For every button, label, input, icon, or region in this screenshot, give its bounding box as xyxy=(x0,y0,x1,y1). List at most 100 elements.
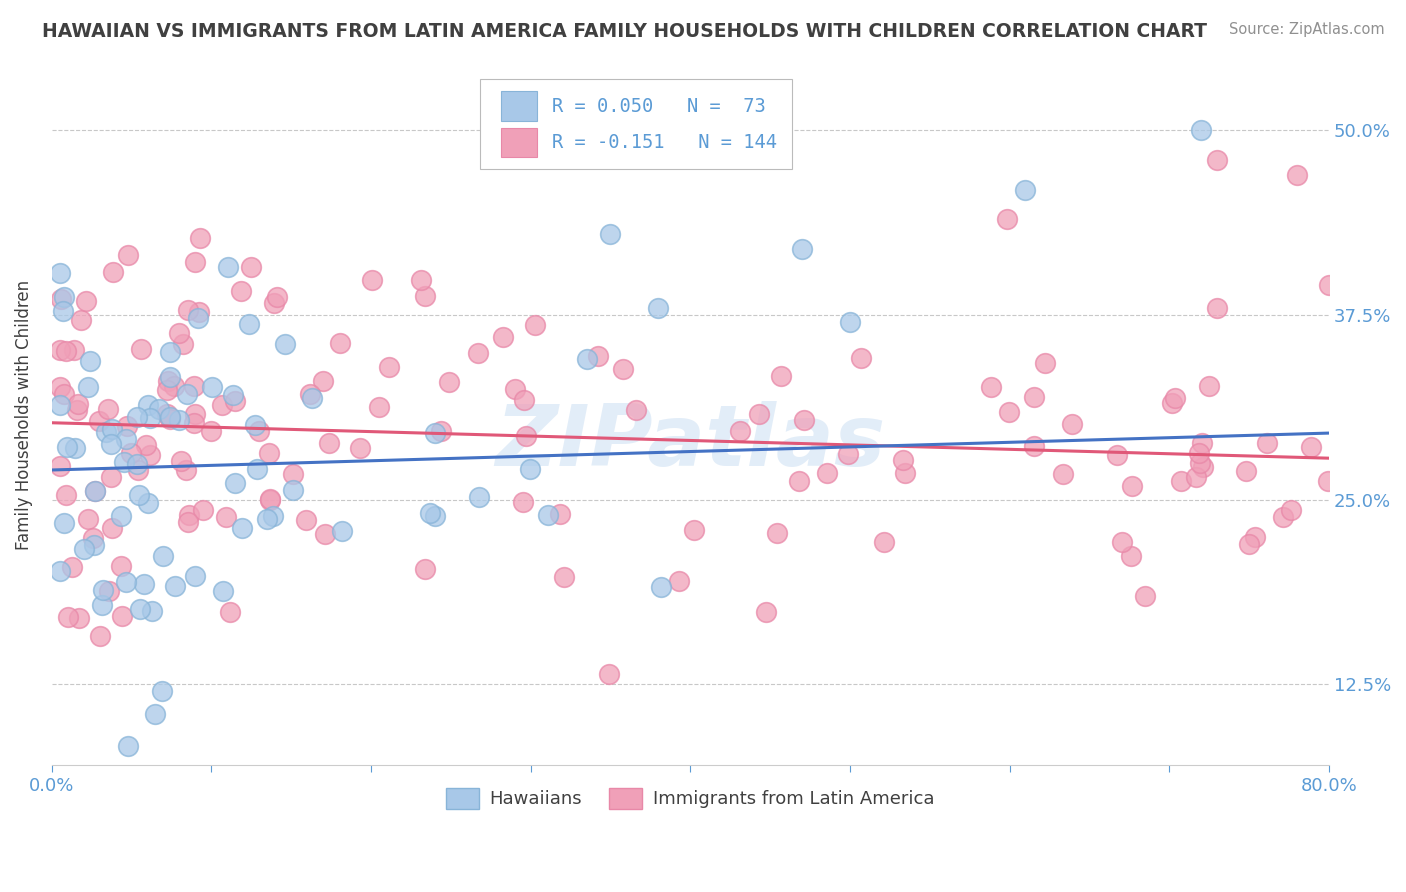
Point xyxy=(1060,417,1083,432)
Point xyxy=(467,346,489,360)
Point xyxy=(156,383,179,397)
Point xyxy=(114,433,136,447)
Point xyxy=(97,401,120,416)
Point xyxy=(1161,396,1184,410)
Point xyxy=(537,508,560,522)
Point xyxy=(172,336,194,351)
Point xyxy=(728,424,751,438)
Point xyxy=(423,509,446,524)
Point xyxy=(135,438,157,452)
Point xyxy=(129,601,152,615)
Point xyxy=(262,509,284,524)
Point xyxy=(100,436,122,450)
Point xyxy=(150,684,173,698)
Point xyxy=(550,508,572,522)
Point xyxy=(82,532,104,546)
Point xyxy=(1189,123,1212,137)
Point xyxy=(48,564,70,578)
Point xyxy=(188,304,211,318)
Point xyxy=(513,392,536,407)
Point xyxy=(1014,182,1036,196)
Point xyxy=(87,414,110,428)
Point xyxy=(159,344,181,359)
Point xyxy=(766,525,789,540)
Point xyxy=(815,466,838,480)
Point xyxy=(367,400,389,414)
Point xyxy=(891,453,914,467)
Point xyxy=(413,562,436,576)
Point xyxy=(49,380,72,394)
Point xyxy=(1285,168,1308,182)
Point xyxy=(156,374,179,388)
Point xyxy=(84,483,107,498)
Point xyxy=(128,488,150,502)
Point xyxy=(1052,467,1074,482)
Point xyxy=(83,538,105,552)
Point xyxy=(257,445,280,459)
Point xyxy=(274,337,297,351)
Point xyxy=(201,380,224,394)
Point xyxy=(76,512,98,526)
Point xyxy=(599,227,621,241)
Point xyxy=(184,569,207,583)
Point xyxy=(256,512,278,526)
Point xyxy=(163,379,186,393)
Point xyxy=(101,422,124,436)
Point xyxy=(110,558,132,573)
Point xyxy=(503,382,526,396)
Point xyxy=(748,407,770,421)
Point xyxy=(48,458,70,473)
Point xyxy=(55,487,77,501)
Point xyxy=(188,231,211,245)
Point xyxy=(1234,464,1257,478)
Point xyxy=(52,304,75,318)
Point xyxy=(114,454,136,468)
Point xyxy=(259,492,281,507)
Point xyxy=(217,260,239,274)
Point xyxy=(1316,474,1339,488)
Point xyxy=(176,387,198,401)
Point xyxy=(281,467,304,481)
Point xyxy=(148,401,170,416)
Point xyxy=(425,426,447,441)
Point xyxy=(183,379,205,393)
Point xyxy=(1198,379,1220,393)
Point xyxy=(997,404,1019,418)
Point xyxy=(1243,530,1265,544)
Point xyxy=(492,329,515,343)
Point xyxy=(159,411,181,425)
Point xyxy=(377,359,399,374)
Point xyxy=(136,496,159,510)
Point xyxy=(117,739,139,754)
Point xyxy=(91,583,114,598)
Point xyxy=(56,610,79,624)
Point xyxy=(770,368,793,383)
Point xyxy=(849,351,872,365)
Point xyxy=(598,666,620,681)
Point xyxy=(624,403,647,417)
Text: R = 0.050   N =  73: R = 0.050 N = 73 xyxy=(553,96,766,116)
Point xyxy=(79,354,101,368)
Point xyxy=(330,524,353,539)
Point xyxy=(1033,356,1056,370)
Point xyxy=(152,549,174,563)
Point xyxy=(246,462,269,476)
Point xyxy=(515,428,537,442)
Point xyxy=(63,343,86,357)
Point xyxy=(183,408,205,422)
Point xyxy=(183,255,205,269)
Text: Source: ZipAtlas.com: Source: ZipAtlas.com xyxy=(1229,22,1385,37)
Point xyxy=(361,272,384,286)
Point xyxy=(177,515,200,529)
Point xyxy=(586,349,609,363)
Text: R = -0.151   N = 144: R = -0.151 N = 144 xyxy=(553,133,778,153)
Point xyxy=(48,343,70,357)
Point xyxy=(1317,278,1340,293)
Point xyxy=(132,577,155,591)
Point xyxy=(468,490,491,504)
Point xyxy=(75,293,97,308)
Point xyxy=(110,509,132,524)
Point xyxy=(266,290,288,304)
Point xyxy=(49,266,72,280)
Point xyxy=(70,313,93,327)
